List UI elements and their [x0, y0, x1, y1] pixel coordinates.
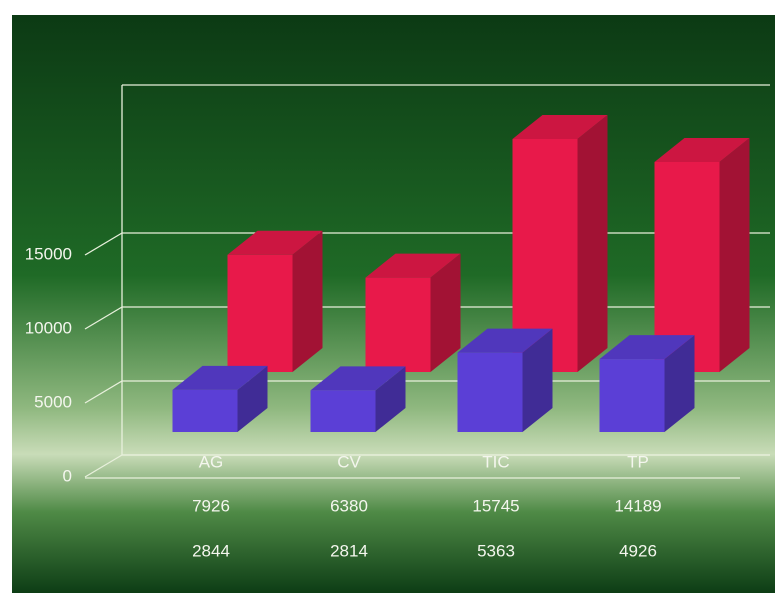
bar	[457, 328, 553, 432]
bar-front	[365, 277, 431, 372]
bar-side	[237, 365, 268, 432]
bar-front	[227, 254, 293, 372]
bar-front	[654, 162, 720, 372]
tick-mark	[84, 454, 123, 478]
bar-top	[227, 230, 323, 255]
x-tick-label: CV	[337, 452, 361, 471]
x-tick-label: AG	[199, 452, 224, 471]
y-tick-label: 0	[63, 466, 72, 485]
value-label: 15745	[472, 496, 519, 515]
x-tick-label: TP	[627, 452, 649, 471]
tick-mark	[84, 380, 123, 404]
y-tick-label: 5000	[34, 392, 72, 411]
tick-mark	[84, 232, 123, 256]
bar	[310, 366, 406, 432]
bar	[227, 230, 323, 372]
tick-mark	[84, 306, 123, 330]
bar-top	[365, 253, 461, 278]
bar	[512, 114, 608, 372]
value-label: 2814	[330, 541, 368, 560]
bar-side	[292, 230, 323, 372]
bar-front	[599, 359, 665, 432]
x-tick-label: TIC	[482, 452, 509, 471]
bar-top	[172, 365, 268, 390]
value-label: 7926	[192, 496, 230, 515]
bar-side	[577, 114, 608, 372]
bar-top	[654, 138, 750, 163]
bar	[365, 253, 461, 372]
bar	[172, 365, 268, 432]
bar	[599, 335, 695, 432]
bar-side	[375, 366, 406, 432]
bar-top	[512, 114, 608, 139]
bar-side	[522, 328, 553, 432]
value-label: 2844	[192, 541, 230, 560]
value-label: 4926	[619, 541, 657, 560]
bar-front	[310, 390, 376, 432]
bar-top	[310, 366, 406, 391]
value-label: 6380	[330, 496, 368, 515]
value-label: 5363	[477, 541, 515, 560]
bar	[654, 138, 750, 372]
bar-side	[664, 335, 695, 432]
bar-front	[457, 352, 523, 432]
bar-top	[457, 328, 553, 353]
bar-side	[430, 253, 461, 372]
bar-front	[172, 389, 238, 432]
y-tick-label: 10000	[25, 318, 72, 337]
value-label: 14189	[614, 496, 661, 515]
bar-front	[512, 138, 578, 372]
y-tick-label: 15000	[25, 244, 72, 263]
bar-side	[719, 138, 750, 372]
bar-top	[599, 335, 695, 360]
